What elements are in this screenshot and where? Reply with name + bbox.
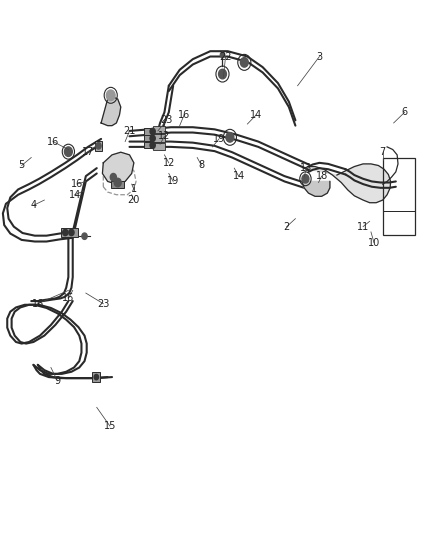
Text: 14: 14 — [250, 110, 262, 120]
Circle shape — [220, 52, 225, 58]
Bar — [152, 143, 165, 150]
Text: 13: 13 — [300, 163, 312, 173]
Text: 9: 9 — [54, 376, 60, 386]
Text: 16: 16 — [47, 136, 59, 147]
Bar — [61, 228, 78, 237]
Text: 12: 12 — [158, 131, 171, 141]
Text: 6: 6 — [402, 107, 408, 117]
Circle shape — [302, 174, 309, 183]
Polygon shape — [304, 164, 391, 203]
Text: 3: 3 — [316, 52, 322, 61]
Text: 8: 8 — [198, 160, 205, 171]
Circle shape — [106, 90, 115, 101]
Text: 23: 23 — [97, 298, 110, 309]
Text: 19: 19 — [167, 176, 179, 187]
Bar — [144, 128, 161, 135]
Text: 5: 5 — [18, 160, 25, 171]
Text: 16: 16 — [71, 179, 83, 189]
Text: 23: 23 — [160, 115, 173, 125]
Circle shape — [69, 229, 74, 236]
Bar — [95, 141, 102, 151]
Text: 12: 12 — [162, 158, 175, 168]
Text: 18: 18 — [315, 171, 328, 181]
Text: 17: 17 — [82, 147, 94, 157]
Text: 15: 15 — [104, 421, 116, 431]
Bar — [144, 142, 161, 149]
Polygon shape — [102, 152, 134, 184]
Text: 16: 16 — [62, 293, 74, 303]
Circle shape — [226, 133, 234, 142]
Circle shape — [82, 233, 87, 239]
Text: 21: 21 — [124, 126, 136, 136]
Polygon shape — [302, 181, 330, 196]
Text: 20: 20 — [127, 195, 140, 205]
Text: 2: 2 — [283, 222, 290, 232]
Text: 4: 4 — [30, 200, 36, 211]
Polygon shape — [101, 96, 121, 126]
Bar — [144, 135, 161, 141]
Text: 1: 1 — [131, 184, 137, 195]
Circle shape — [114, 178, 121, 187]
Circle shape — [150, 135, 155, 142]
Circle shape — [150, 142, 155, 149]
Bar — [111, 181, 124, 188]
Bar — [152, 134, 165, 142]
Circle shape — [64, 147, 72, 157]
Bar — [152, 126, 165, 133]
Text: 14: 14 — [233, 171, 245, 181]
Text: 10: 10 — [368, 238, 380, 247]
Text: 16: 16 — [178, 110, 190, 120]
Circle shape — [110, 173, 117, 181]
Circle shape — [150, 128, 155, 135]
Text: 11: 11 — [357, 222, 369, 232]
Text: 16: 16 — [32, 298, 44, 309]
Bar — [383, 158, 416, 235]
Circle shape — [96, 143, 101, 149]
Circle shape — [219, 69, 226, 79]
Circle shape — [63, 229, 68, 236]
Bar — [92, 372, 100, 382]
Text: 14: 14 — [69, 190, 81, 200]
Text: 19: 19 — [213, 134, 225, 144]
Text: 7: 7 — [380, 147, 386, 157]
Text: 22: 22 — [219, 52, 232, 61]
Circle shape — [94, 374, 99, 379]
Circle shape — [240, 58, 248, 67]
